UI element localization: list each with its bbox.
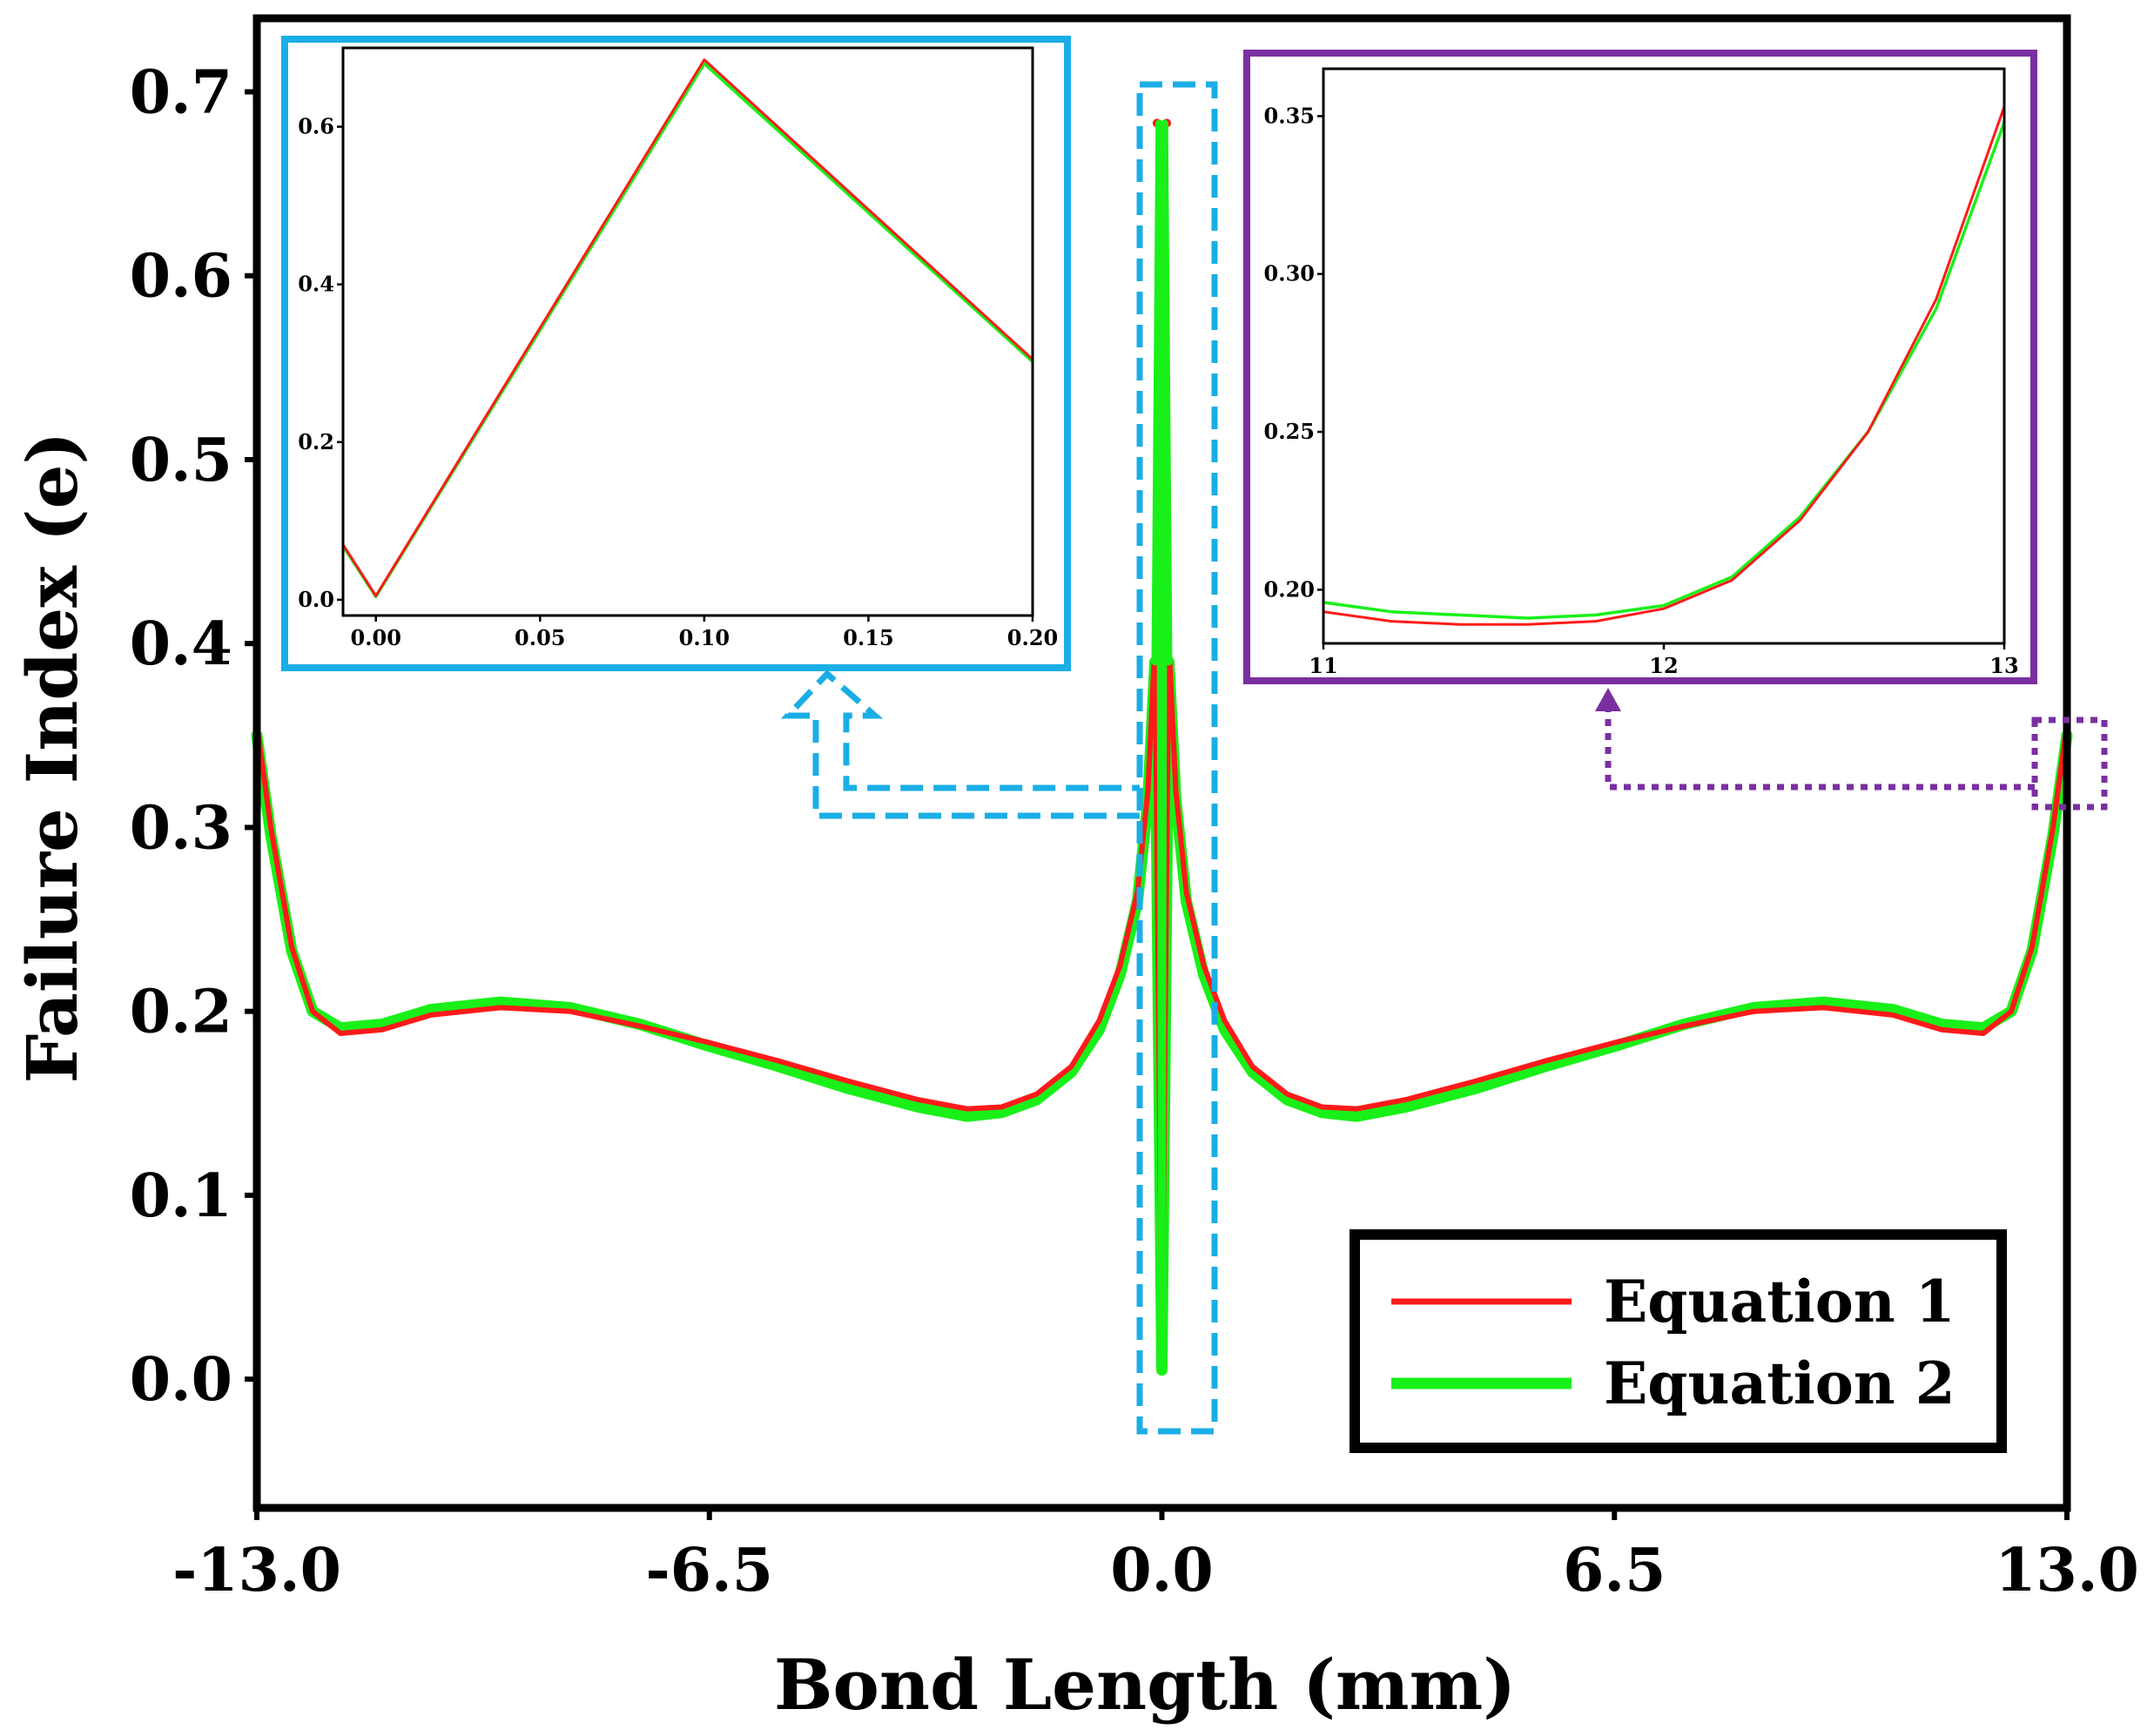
center-spike-line xyxy=(1158,119,1168,1374)
inset-left-y-tick-label: 0.2 xyxy=(298,429,334,454)
main-x-axis-title: Bond Length (mm) xyxy=(774,1644,1516,1726)
inset-left-x-tick-label: 0.10 xyxy=(679,625,730,650)
inset-right-curves xyxy=(1322,105,2006,626)
center-zoom-box xyxy=(1136,81,1218,1435)
inset-left-y-tick-label: 0.0 xyxy=(298,587,334,612)
zoom-annotations xyxy=(780,81,2108,1435)
inset-right-x-ticks: 11 12 13 xyxy=(1309,643,2019,678)
edge-zoom-arrow xyxy=(1605,710,2035,791)
inset-right-x-tick-label: 13 xyxy=(1989,653,2018,678)
inset-left-x-tick-label: 0.15 xyxy=(843,625,893,650)
legend-label-equation-1: Equation 1 xyxy=(1604,1268,1955,1336)
legend-label-equation-2: Equation 2 xyxy=(1604,1349,1955,1417)
inset-right-outer-frame xyxy=(1243,50,2037,684)
inset-left-x-tick-label: 0.05 xyxy=(515,625,565,650)
main-y-tick-label: 0.1 xyxy=(130,1161,232,1231)
main-y-axis-title: Failure Index (e) xyxy=(11,432,93,1084)
main-x-tick-label: 6.5 xyxy=(1563,1536,1666,1605)
edge-zoom-box xyxy=(2031,717,2108,811)
inset-right-y-tick-label: 0.25 xyxy=(1264,419,1315,444)
inset-right-y-ticks: 0.20 0.25 0.30 0.35 xyxy=(1264,103,1323,602)
main-x-tick-label: 13.0 xyxy=(1995,1536,2139,1605)
inset-left-y-tick-label: 0.6 xyxy=(298,114,334,139)
inset-right-x-tick-label: 11 xyxy=(1309,653,1337,678)
legend: Equation 1 Equation 2 xyxy=(1350,1229,2007,1453)
inset-left-y-ticks: 0.0 0.2 0.4 0.6 xyxy=(298,114,343,612)
inset-right-y-tick-label: 0.30 xyxy=(1264,261,1315,286)
inset-left-x-tick-label: 0.00 xyxy=(350,625,401,650)
center-zoom-arrow xyxy=(780,670,1140,819)
main-y-tick-label: 0.3 xyxy=(130,793,232,863)
main-x-ticks: -13.0 -6.5 0.0 6.5 13.0 xyxy=(172,1508,2139,1605)
inset-right-y-tick-label: 0.35 xyxy=(1264,103,1315,128)
inset-left-curves xyxy=(341,58,1034,599)
main-x-tick-label: -13.0 xyxy=(172,1536,341,1605)
main-x-tick-label: -6.5 xyxy=(645,1536,773,1605)
main-y-tick-label: 0.6 xyxy=(130,242,232,312)
main-curves xyxy=(251,118,2073,1376)
inset-left-x-ticks: 0.00 0.05 0.10 0.15 0.20 xyxy=(350,616,1058,650)
inset-left-y-tick-label: 0.4 xyxy=(298,272,334,297)
inset-right-series-equation-1 xyxy=(1322,105,2006,626)
inset-left-series-equation-1 xyxy=(341,58,1034,597)
inset-right: 11 12 13 0.20 0.25 0.30 0.35 xyxy=(1243,50,2037,684)
edge-zoom-arrowhead xyxy=(1595,688,1621,711)
main-x-tick-label: 0.0 xyxy=(1110,1536,1213,1605)
inset-left-outer-frame xyxy=(281,36,1071,671)
legend-box xyxy=(1350,1229,2007,1453)
main-plot: -13.0 -6.5 0.0 6.5 13.0 0.00.10.20.30.40.50.… xyxy=(11,14,2139,1726)
main-y-tick-label: 0.5 xyxy=(130,426,232,495)
inset-left: 0.00 0.05 0.10 0.15 0.20 0.0 0.2 0.4 0.6 xyxy=(281,36,1071,671)
main-y-tick-label: 0.4 xyxy=(130,609,232,679)
main-y-tick-label: 0.0 xyxy=(130,1345,232,1415)
main-y-tick-label: 0.2 xyxy=(130,978,232,1047)
inset-right-y-tick-label: 0.20 xyxy=(1264,576,1315,602)
inset-right-x-tick-label: 12 xyxy=(1649,653,1678,678)
inset-right-series-equation-2 xyxy=(1322,120,2006,620)
inset-left-x-tick-label: 0.20 xyxy=(1007,625,1058,650)
main-y-ticks: 0.0 0.1 0.2 0.3 0.4 0.5 0.6 0.7 xyxy=(130,57,257,1415)
main-y-tick-label: 0.7 xyxy=(130,57,232,127)
inset-left-axes-frame xyxy=(341,46,1034,617)
